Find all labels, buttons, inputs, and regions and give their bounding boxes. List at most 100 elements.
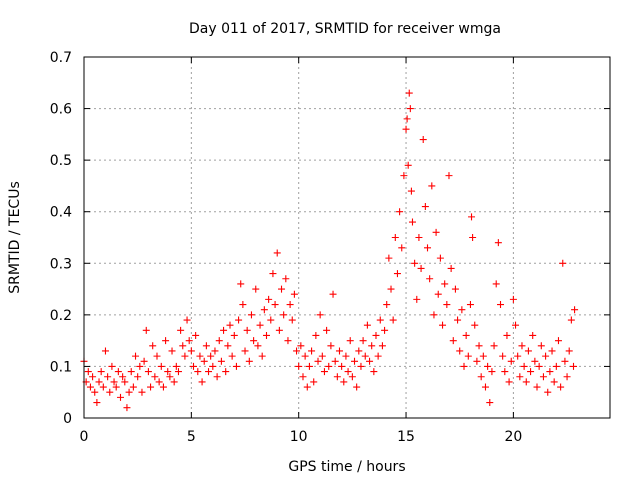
data-point — [557, 383, 565, 391]
data-point — [303, 383, 311, 391]
data-point — [492, 280, 500, 288]
data-point — [258, 352, 266, 360]
data-point — [524, 347, 532, 355]
data-point — [344, 368, 352, 376]
data-point — [153, 352, 161, 360]
data-point — [499, 352, 507, 360]
data-point — [426, 275, 434, 283]
data-point — [494, 239, 502, 247]
data-point — [189, 362, 197, 370]
data-point — [284, 337, 292, 345]
y-tick-label: 0.3 — [50, 256, 72, 272]
data-point — [443, 301, 451, 309]
data-point — [114, 368, 122, 376]
data-point — [112, 383, 120, 391]
data-point — [215, 337, 223, 345]
data-point — [518, 342, 526, 350]
data-point — [376, 316, 384, 324]
data-point — [202, 342, 210, 350]
data-point — [110, 378, 118, 386]
data-point — [177, 326, 185, 334]
data-point — [256, 321, 264, 329]
data-point — [295, 362, 303, 370]
data-point — [138, 388, 146, 396]
data-point — [447, 264, 455, 272]
data-point — [282, 275, 290, 283]
data-point — [151, 373, 159, 381]
data-point — [318, 352, 326, 360]
data-point — [535, 362, 543, 370]
data-point — [134, 373, 142, 381]
data-point — [293, 347, 301, 355]
data-point — [241, 347, 249, 355]
data-point — [361, 352, 369, 360]
data-point — [421, 203, 429, 211]
data-point — [267, 316, 275, 324]
data-point — [211, 347, 219, 355]
data-point — [226, 321, 234, 329]
data-point — [445, 172, 453, 180]
data-point — [439, 321, 447, 329]
data-point — [559, 259, 567, 267]
x-tick-labels: 0 5 10 15 20 — [80, 429, 523, 445]
data-point — [286, 301, 294, 309]
data-point — [247, 311, 255, 319]
data-point — [220, 326, 228, 334]
data-point — [505, 378, 513, 386]
data-point — [305, 362, 313, 370]
data-point — [164, 368, 172, 376]
data-point — [323, 326, 331, 334]
data-point — [357, 362, 365, 370]
data-point — [570, 362, 578, 370]
data-point — [533, 383, 541, 391]
data-point — [522, 378, 530, 386]
data-point — [424, 244, 432, 252]
x-tick-label: 10 — [290, 429, 308, 445]
data-point — [460, 362, 468, 370]
data-point — [288, 316, 296, 324]
data-point — [209, 362, 217, 370]
data-point — [458, 306, 466, 314]
data-point — [95, 378, 103, 386]
data-point — [149, 342, 157, 350]
x-tick-label: 15 — [397, 429, 415, 445]
data-point — [280, 311, 288, 319]
data-point — [456, 347, 464, 355]
data-point — [157, 362, 165, 370]
data-point — [537, 342, 545, 350]
data-point — [413, 295, 421, 303]
data-point — [314, 357, 322, 365]
data-point — [428, 182, 436, 190]
data-point — [497, 301, 505, 309]
data-point — [108, 362, 116, 370]
data-point — [544, 388, 552, 396]
data-point — [235, 316, 243, 324]
data-point — [571, 306, 579, 314]
data-point — [554, 337, 562, 345]
data-point — [254, 342, 262, 350]
y-tick-label: 0 — [63, 411, 72, 427]
data-point — [381, 326, 389, 334]
grid-lines — [84, 57, 610, 418]
data-point — [142, 326, 150, 334]
data-point — [563, 373, 571, 381]
data-point — [434, 290, 442, 298]
data-point — [546, 368, 554, 376]
data-point — [93, 399, 101, 407]
data-point — [312, 331, 320, 339]
data-point — [509, 295, 517, 303]
data-point — [486, 399, 494, 407]
data-point — [488, 368, 496, 376]
data-point — [192, 331, 200, 339]
data-point — [162, 337, 170, 345]
data-point — [252, 285, 260, 293]
data-point — [265, 295, 273, 303]
y-tick-label: 0.1 — [50, 359, 72, 375]
data-point — [490, 342, 498, 350]
data-point — [327, 342, 335, 350]
data-point — [346, 337, 354, 345]
data-point — [552, 362, 560, 370]
y-tick-label: 0.7 — [50, 50, 72, 66]
data-point — [194, 368, 202, 376]
data-point — [378, 342, 386, 350]
